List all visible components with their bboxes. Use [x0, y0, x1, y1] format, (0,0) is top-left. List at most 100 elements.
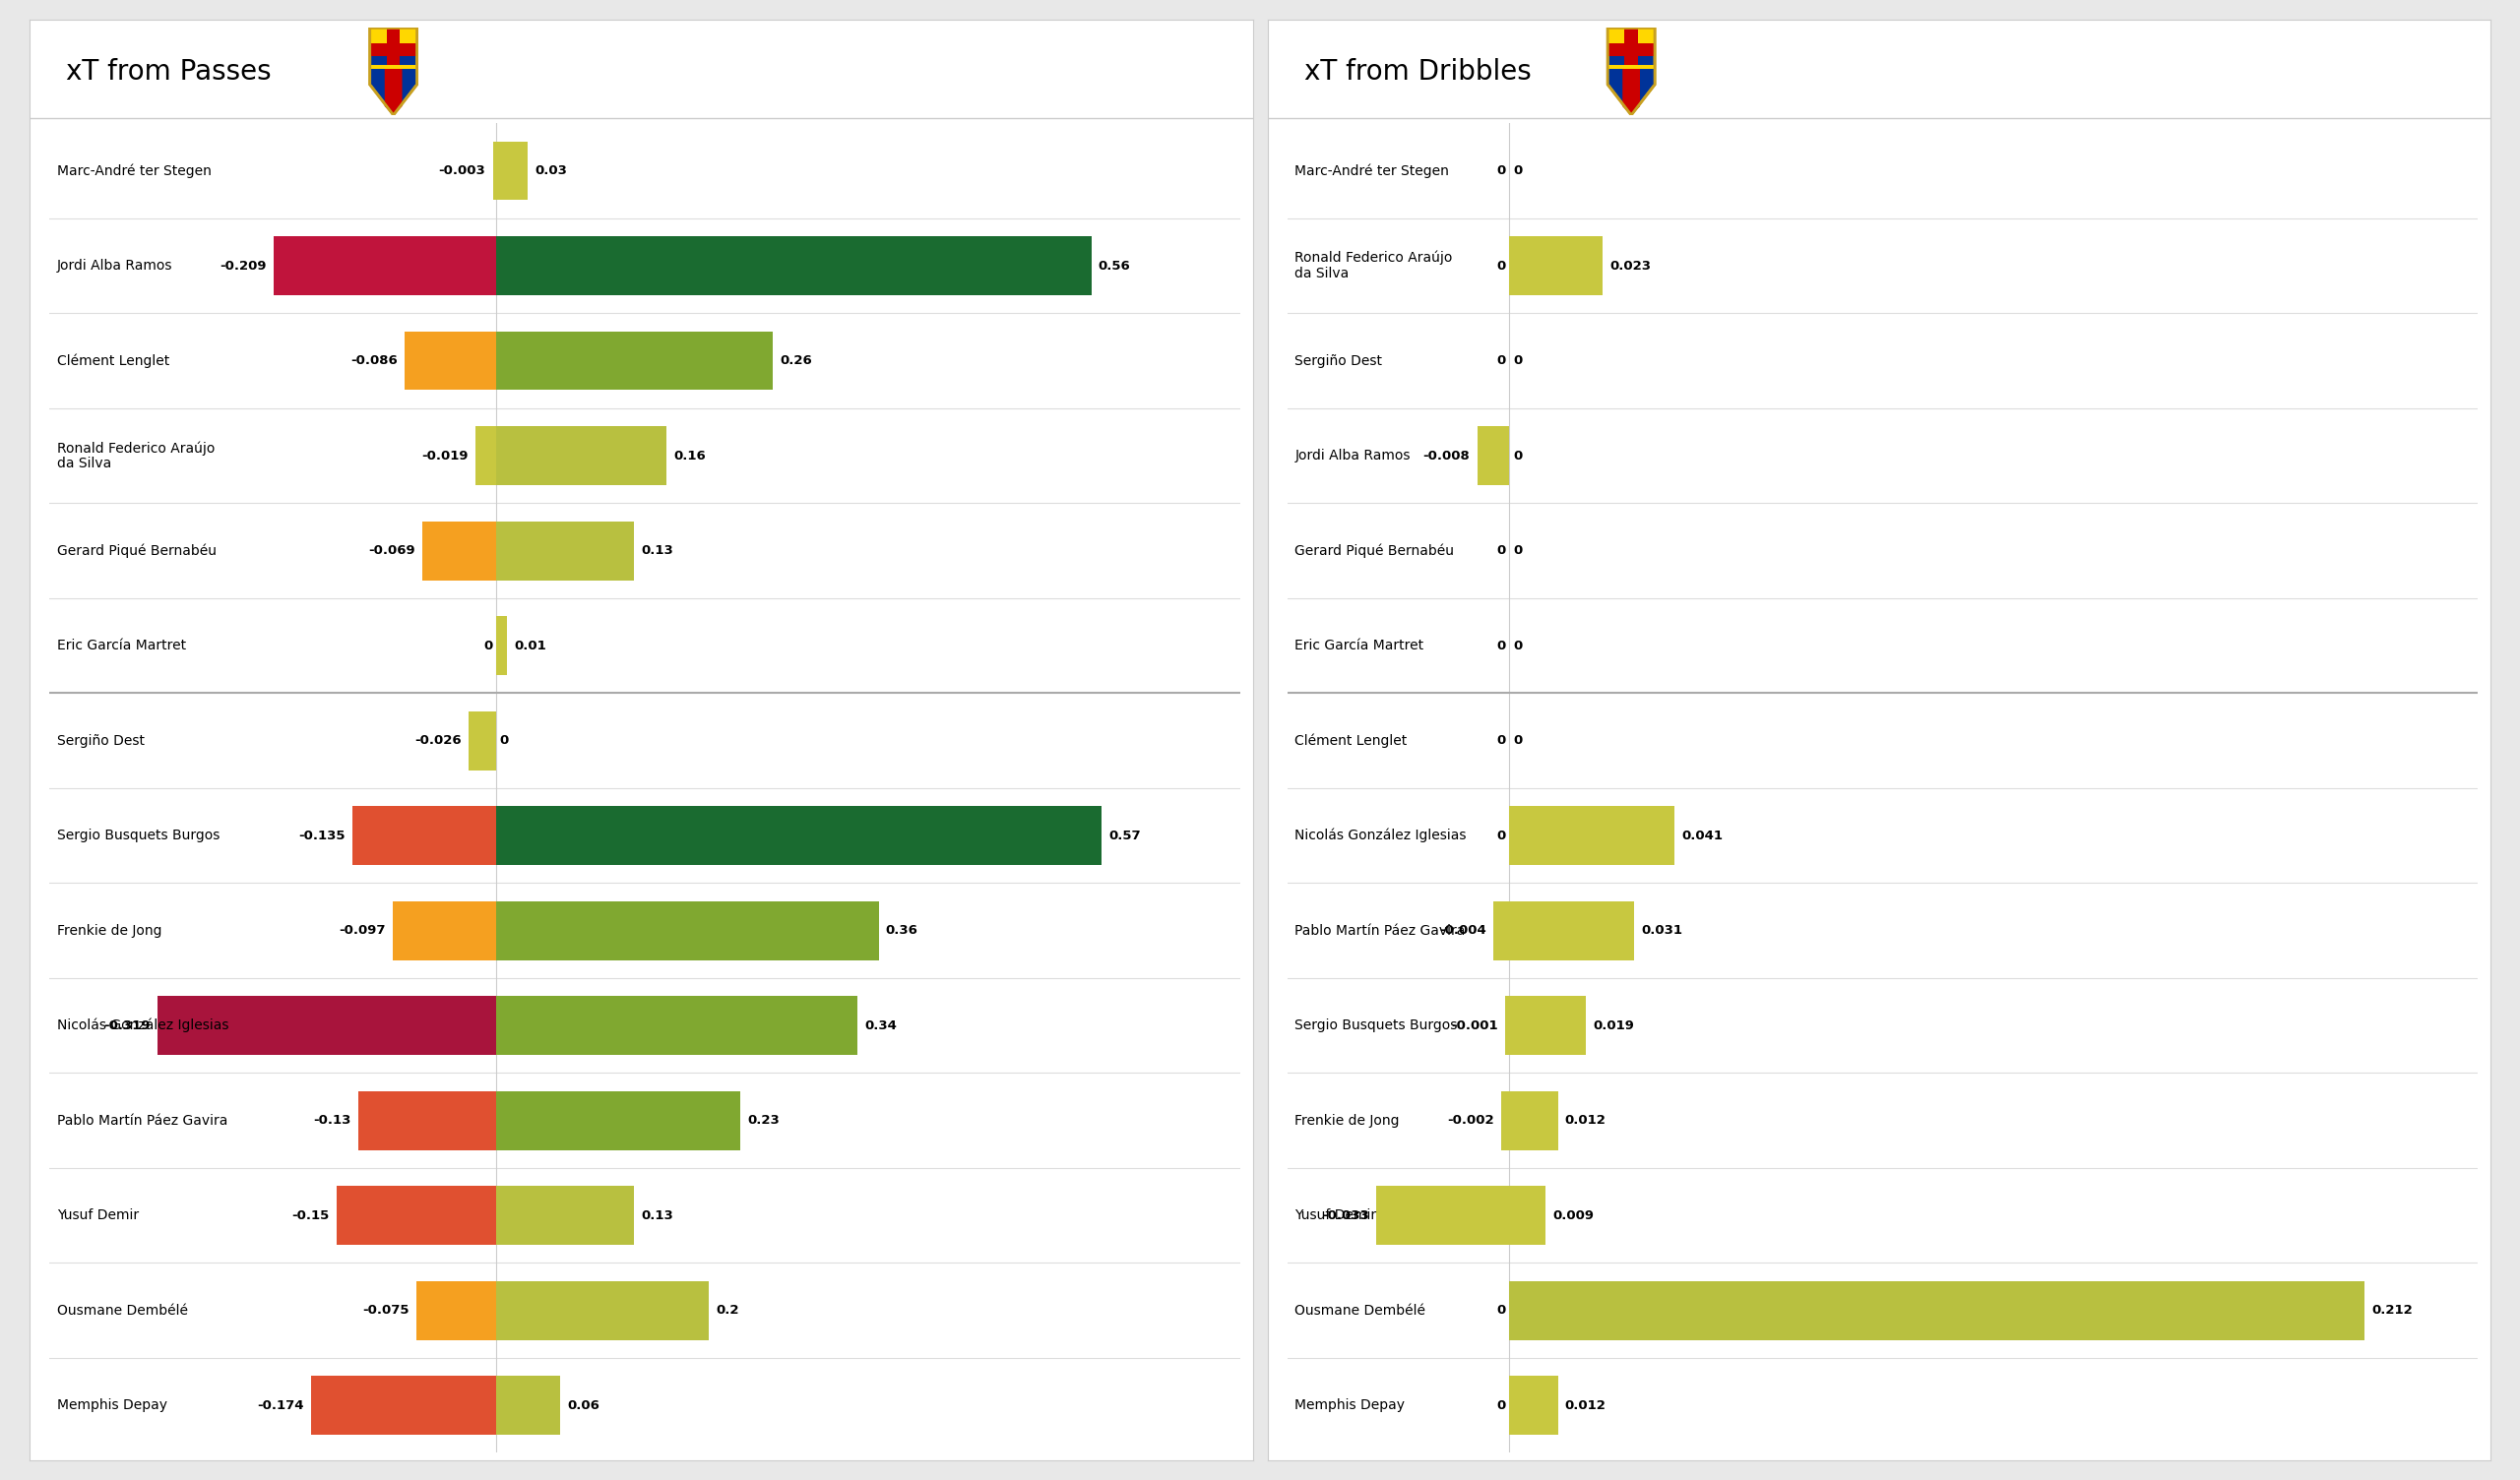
Text: 0.03: 0.03 [534, 164, 567, 178]
Text: 0.13: 0.13 [643, 1209, 673, 1222]
Bar [338, 1185, 496, 1245]
Text: 0: 0 [1512, 354, 1522, 367]
Bar [496, 616, 507, 675]
Text: Eric García Martret: Eric García Martret [1295, 639, 1424, 653]
Bar [1509, 1091, 1557, 1150]
Text: Ronald Federico Araújo
da Silva: Ronald Federico Araújo da Silva [58, 441, 214, 471]
Bar [496, 237, 1091, 295]
Text: Marc-André ter Stegen: Marc-André ter Stegen [58, 164, 212, 178]
Text: Sergiño Dest: Sergiño Dest [58, 734, 144, 747]
Bar [1509, 1282, 2364, 1339]
Bar [496, 141, 529, 200]
Text: -0.019: -0.019 [421, 450, 469, 462]
Bar [1477, 426, 1509, 485]
Text: 0.16: 0.16 [673, 450, 706, 462]
Bar [496, 807, 1101, 864]
Text: -0.001: -0.001 [1452, 1020, 1499, 1032]
Text: Yusuf Demir: Yusuf Demir [1295, 1209, 1376, 1222]
Text: -0.086: -0.086 [350, 354, 398, 367]
Text: Sergiño Dest: Sergiño Dest [1295, 354, 1383, 367]
Polygon shape [1608, 67, 1623, 84]
Bar [423, 521, 496, 580]
Bar [496, 521, 635, 580]
Bar [393, 901, 496, 961]
Bar [370, 65, 416, 70]
Bar [1504, 996, 1509, 1055]
Text: -0.15: -0.15 [292, 1209, 330, 1222]
Text: 0: 0 [1512, 734, 1522, 747]
Text: -0.008: -0.008 [1424, 450, 1469, 462]
Bar [310, 1376, 496, 1436]
Bar [406, 332, 496, 391]
Text: 0: 0 [1497, 1304, 1507, 1317]
Text: -0.135: -0.135 [300, 829, 345, 842]
Text: Frenkie de Jong: Frenkie de Jong [1295, 1113, 1399, 1128]
Text: Memphis Depay: Memphis Depay [1295, 1399, 1406, 1412]
Bar [496, 426, 665, 485]
Bar [1376, 1185, 1509, 1245]
Text: Clément Lenglet: Clément Lenglet [1295, 734, 1406, 747]
Text: -0.209: -0.209 [219, 259, 267, 272]
Text: 0.012: 0.012 [1565, 1114, 1605, 1126]
Bar [469, 712, 496, 770]
Text: 0.26: 0.26 [779, 354, 811, 367]
Text: 0: 0 [1497, 639, 1507, 653]
Text: 0: 0 [1497, 734, 1507, 747]
Text: -0.097: -0.097 [340, 924, 386, 937]
Text: 0.023: 0.023 [1610, 259, 1651, 272]
Text: 0: 0 [1497, 259, 1507, 272]
Bar [1509, 237, 1603, 295]
Polygon shape [1608, 28, 1656, 43]
Text: 0.06: 0.06 [567, 1399, 600, 1412]
Polygon shape [1641, 67, 1656, 84]
Bar [353, 807, 496, 864]
Polygon shape [403, 67, 416, 84]
Text: -0.319: -0.319 [103, 1020, 149, 1032]
Polygon shape [370, 28, 416, 43]
Bar [416, 1282, 496, 1339]
Text: -0.004: -0.004 [1439, 924, 1487, 937]
Polygon shape [1623, 67, 1641, 115]
Bar [1608, 65, 1656, 70]
Bar [1494, 901, 1509, 961]
Text: Nicolás González Iglesias: Nicolás González Iglesias [58, 1018, 229, 1033]
Text: Pablo Martín Páez Gavira: Pablo Martín Páez Gavira [58, 1113, 227, 1128]
Text: Ronald Federico Araújo
da Silva: Ronald Federico Araújo da Silva [1295, 252, 1452, 281]
Text: 0: 0 [1512, 164, 1522, 178]
Bar [496, 1376, 559, 1436]
Text: -0.075: -0.075 [363, 1304, 408, 1317]
Text: 0: 0 [1497, 545, 1507, 556]
Text: 0: 0 [1497, 1399, 1507, 1412]
Bar [275, 237, 496, 295]
Text: Nicolás González Iglesias: Nicolás González Iglesias [1295, 829, 1467, 842]
Text: Yusuf Demir: Yusuf Demir [58, 1209, 139, 1222]
Text: 0.212: 0.212 [2371, 1304, 2414, 1317]
Text: -0.003: -0.003 [438, 164, 486, 178]
Text: 0: 0 [484, 639, 491, 653]
Bar [1509, 1376, 1557, 1436]
Text: Eric García Martret: Eric García Martret [58, 639, 186, 653]
Text: Ousmane Dembélé: Ousmane Dembélé [58, 1304, 189, 1317]
Text: xT from Dribbles: xT from Dribbles [1303, 58, 1532, 86]
Polygon shape [370, 67, 386, 84]
Bar [476, 426, 496, 485]
Text: 0.041: 0.041 [1681, 829, 1724, 842]
Text: 0: 0 [1497, 164, 1507, 178]
Bar [496, 1282, 708, 1339]
Polygon shape [386, 67, 403, 115]
Text: -0.026: -0.026 [413, 734, 461, 747]
Text: Pablo Martín Páez Gavira: Pablo Martín Páez Gavira [1295, 924, 1464, 937]
Bar [496, 901, 879, 961]
Text: Frenkie de Jong: Frenkie de Jong [58, 924, 161, 937]
Text: Sergio Busquets Burgos: Sergio Busquets Burgos [1295, 1018, 1457, 1033]
Text: 0.012: 0.012 [1565, 1399, 1605, 1412]
Bar [386, 28, 401, 67]
Bar [1509, 807, 1676, 864]
Text: 0.019: 0.019 [1593, 1020, 1635, 1032]
Text: 0.57: 0.57 [1109, 829, 1142, 842]
Text: 0: 0 [1497, 829, 1507, 842]
Text: Gerard Piqué Bernabéu: Gerard Piqué Bernabéu [58, 543, 217, 558]
Text: 0.031: 0.031 [1641, 924, 1683, 937]
Text: -0.033: -0.033 [1323, 1209, 1368, 1222]
Bar [1509, 901, 1635, 961]
